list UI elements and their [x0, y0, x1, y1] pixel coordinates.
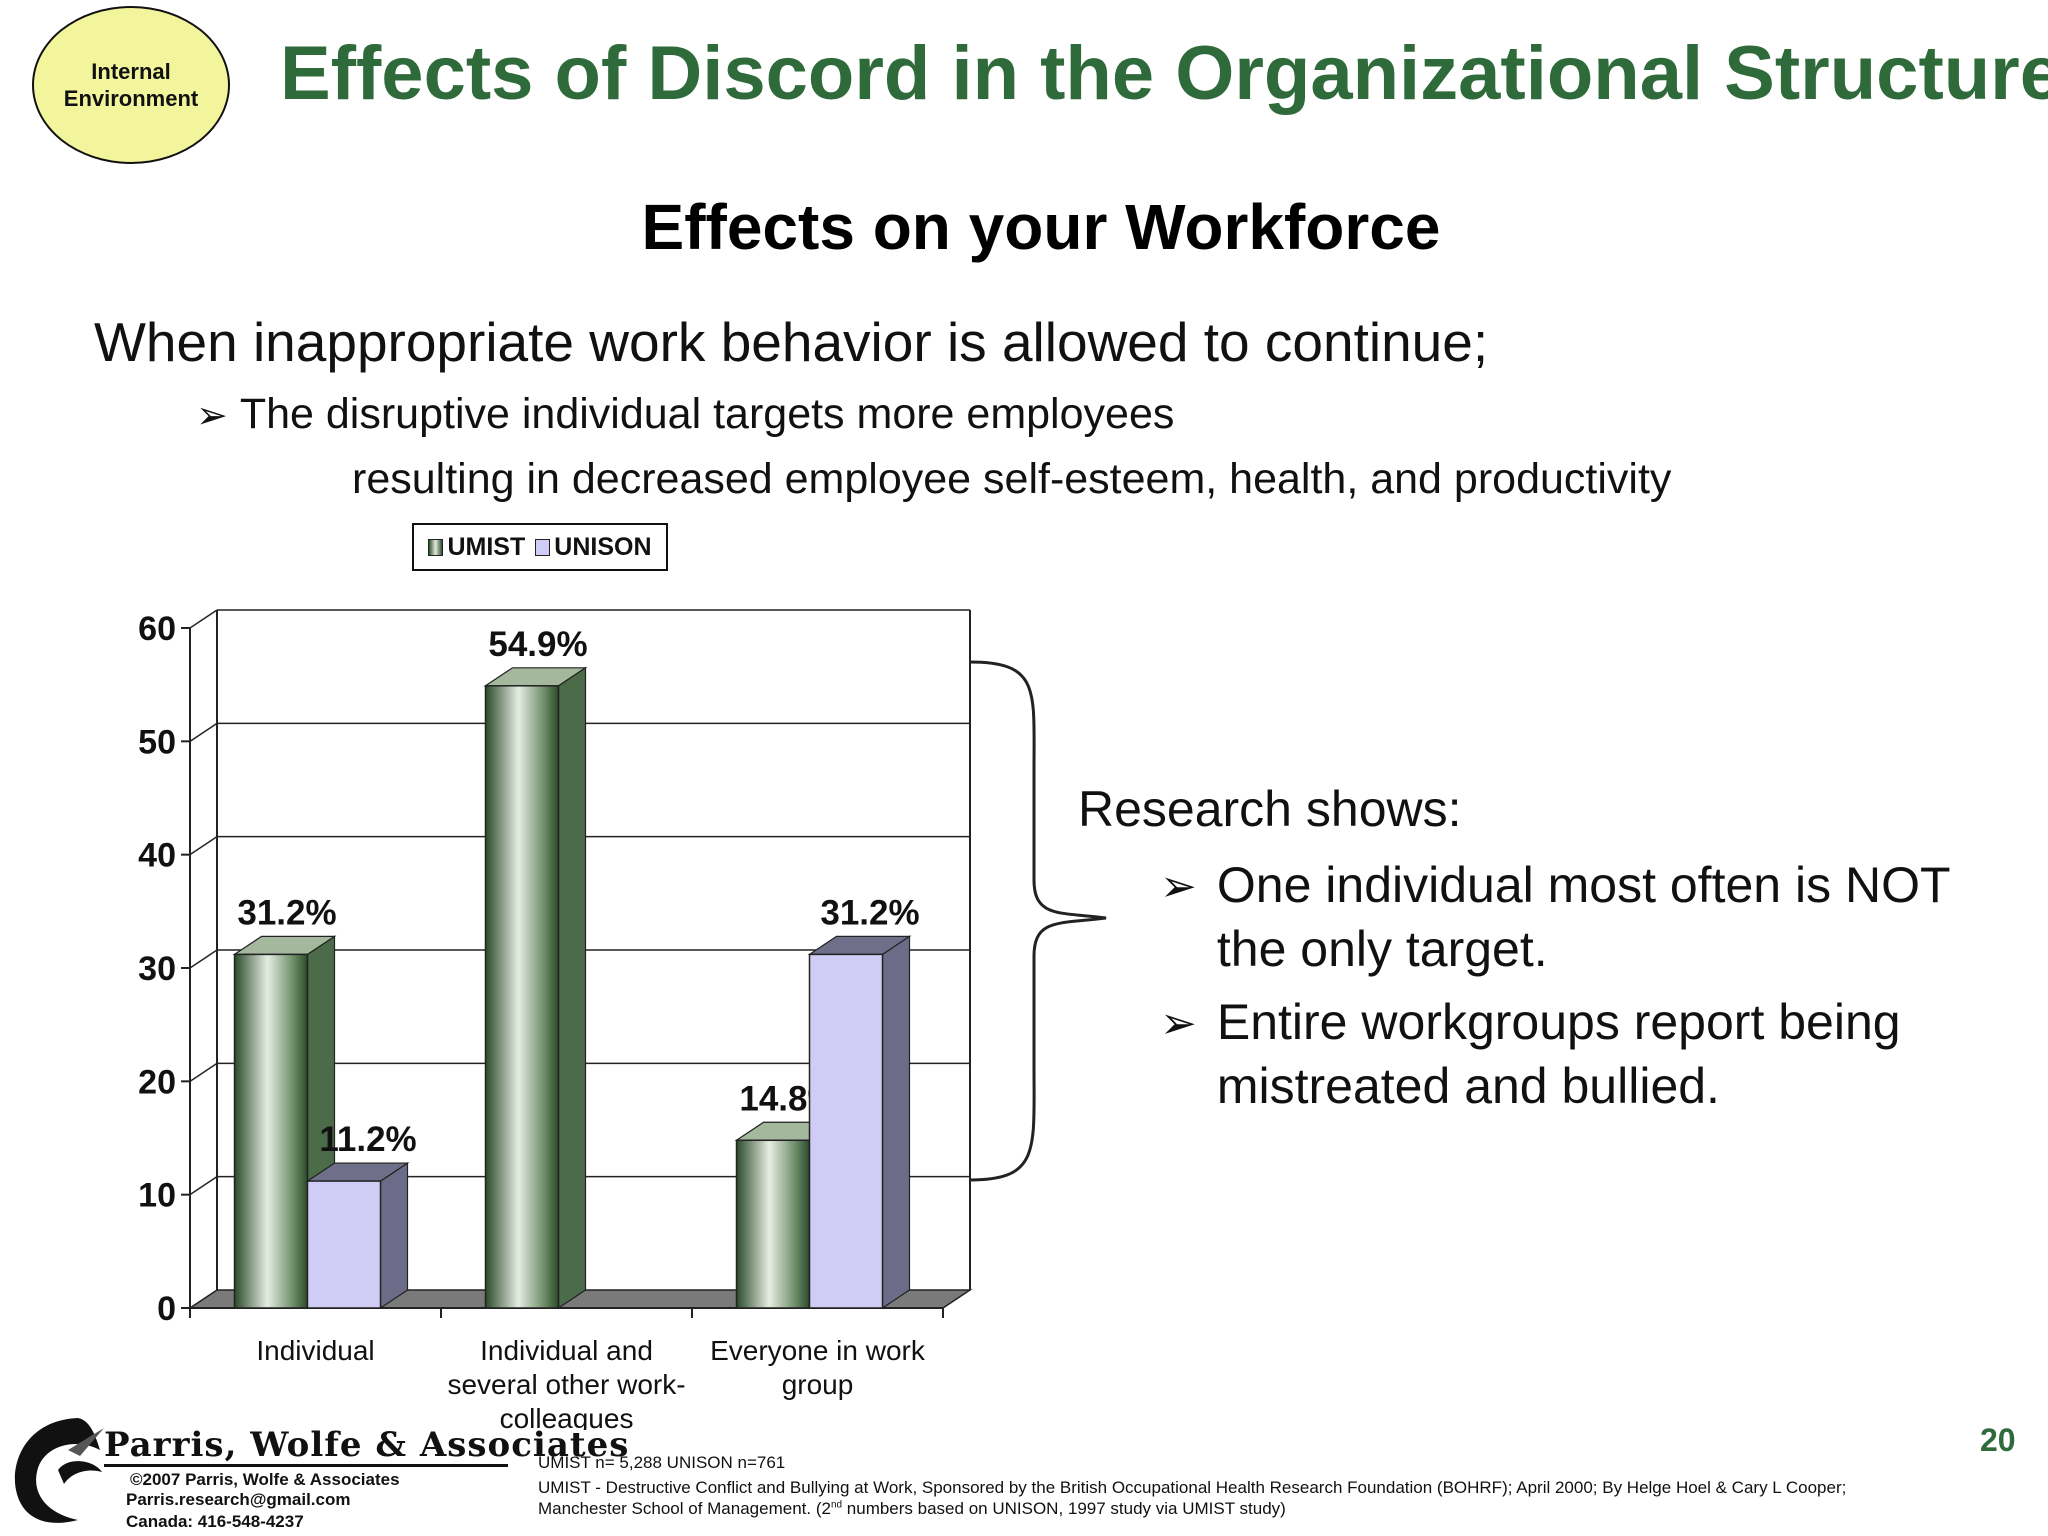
page-number: 20	[1980, 1422, 2016, 1458]
bar-unison	[808, 953, 884, 1309]
legend-label-unison: UNISON	[554, 532, 652, 561]
y-tick-label: 60	[138, 610, 176, 648]
source-citation-line-2: Manchester School of Management. (2nd nu…	[538, 1499, 1286, 1519]
badge-line-1: Internal	[91, 59, 171, 84]
gridline-side	[189, 949, 218, 969]
bar-side	[557, 666, 587, 1310]
y-tick-label: 10	[138, 1177, 176, 1215]
bar-side	[379, 1161, 409, 1310]
bar-unison	[306, 1180, 382, 1309]
research-point-text: One individual most often is NOT the onl…	[1216, 857, 1950, 977]
data-label: 11.2%	[319, 1120, 416, 1159]
curly-brace-icon	[969, 660, 1107, 1182]
y-tick-label: 50	[138, 723, 176, 761]
legend-item-umist: UMIST	[428, 533, 525, 562]
data-label: 54.9%	[488, 625, 587, 664]
research-point: ➢ Entire workgroups report being mistreat…	[1160, 990, 2000, 1118]
contact-email: Parris.research@gmail.com	[126, 1490, 351, 1509]
section-badge: Internal Environment	[32, 6, 230, 164]
chart-legend: UMIST UNISON	[412, 523, 668, 571]
source-citation-part-a: Manchester School of Management. (2	[538, 1499, 831, 1518]
source-citation-part-b: numbers based on UNISON, 1997 study via …	[842, 1499, 1286, 1518]
intro-text: When inappropriate work behavior is allo…	[94, 311, 1489, 373]
legend-swatch-unison	[535, 538, 551, 556]
slide-subtitle: Effects on your Workforce	[641, 191, 1441, 263]
logo-underline	[104, 1464, 508, 1467]
source-citation-line-1: UMIST - Destructive Conflict and Bullyin…	[538, 1478, 1847, 1497]
bar-chart: 0 10 20 30 40 50 60 31.2% 11.2% Individual 54.9% In…	[138, 609, 973, 1430]
company-logo-text: Parris, Wolfe & Associates	[104, 1425, 630, 1465]
bar-side	[881, 935, 911, 1310]
x-category-label: group	[782, 1369, 854, 1400]
legend-label-umist: UMIST	[447, 532, 526, 561]
arrowhead-bullet-icon: ➢	[1160, 999, 1197, 1048]
arrowhead-bullet-icon: ➢	[1160, 862, 1197, 911]
y-tick-label: 40	[138, 837, 176, 875]
research-heading: Research shows:	[1078, 781, 1462, 837]
bullet-item: ➢ The disruptive individual targets more …	[196, 390, 1174, 439]
copyright-text: ©2007 Parris, Wolfe & Associates	[130, 1470, 400, 1489]
data-label: 31.2%	[820, 893, 919, 932]
x-category-label: Individual and	[480, 1335, 653, 1366]
bar-umist	[233, 953, 309, 1309]
research-point: ➢ One individual most often is NOT the on…	[1160, 853, 2000, 981]
bullet-continuation: resulting in decreased employee self-est…	[352, 455, 1672, 503]
gridline-side	[189, 836, 218, 856]
y-tick-label: 30	[138, 950, 176, 988]
source-citation-sup: nd	[830, 1499, 843, 1511]
y-tick-label: 0	[157, 1290, 176, 1328]
gridline-side	[189, 609, 218, 629]
data-label: 31.2%	[237, 893, 336, 932]
x-category-label: colleagues	[500, 1403, 634, 1430]
bullet-text: The disruptive individual targets more e…	[239, 390, 1175, 438]
y-tick-label: 20	[138, 1063, 176, 1101]
bar-umist	[735, 1139, 811, 1309]
x-category-label: Individual	[256, 1335, 374, 1366]
arrowhead-bullet-icon: ➢	[196, 395, 228, 437]
x-category-label: several other work-	[447, 1369, 685, 1400]
sample-size-note: UMIST n= 5,288 UNISON n=761	[538, 1453, 786, 1472]
contact-phone: Canada: 416-548-4237	[126, 1512, 304, 1531]
gridline-side	[189, 722, 218, 742]
legend-item-unison: UNISON	[535, 532, 652, 562]
badge-line-2: Environment	[63, 86, 199, 111]
gridline-side	[189, 1176, 218, 1196]
slide-title: Effects of Discord in the Organizational…	[280, 31, 2048, 116]
x-category-label: Everyone in work	[710, 1335, 926, 1366]
parris-wolfe-swirl-logo	[14, 1418, 104, 1523]
legend-swatch-umist	[428, 538, 444, 556]
bar-umist	[484, 685, 560, 1309]
research-point-text: Entire workgroups report being mistreate…	[1216, 994, 1901, 1114]
gridline-side	[189, 1062, 218, 1082]
